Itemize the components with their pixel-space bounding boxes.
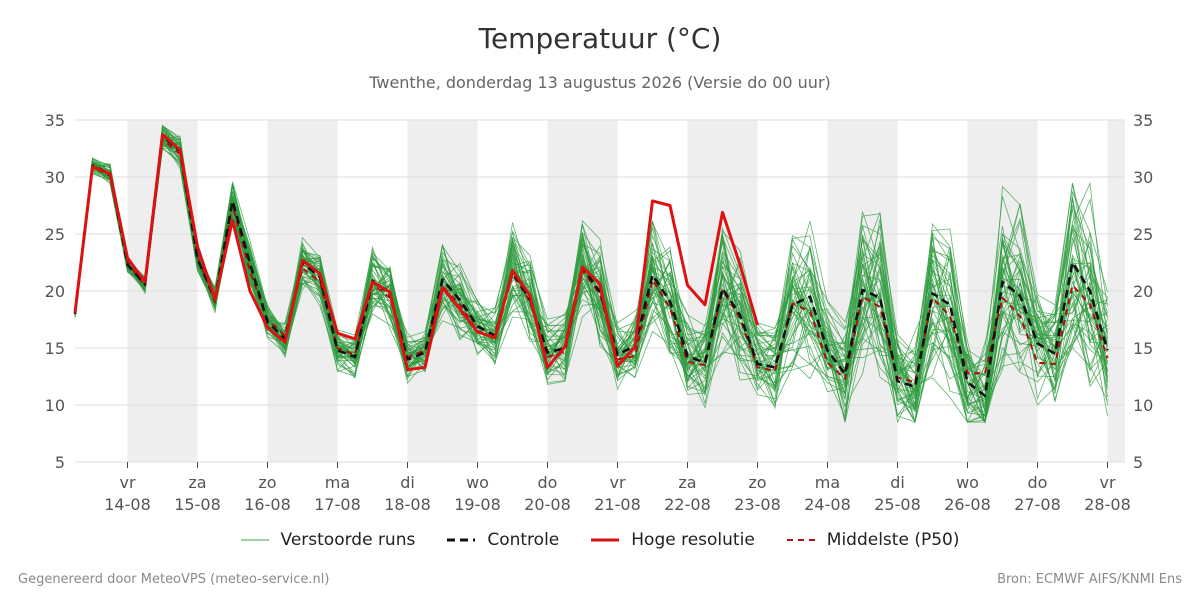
x-tick-date: 25-08 xyxy=(874,495,921,514)
x-tick-day: wo xyxy=(956,473,979,492)
x-tick-day: za xyxy=(678,473,696,492)
x-tick-date: 16-08 xyxy=(244,495,291,514)
x-tick-date: 19-08 xyxy=(454,495,501,514)
legend-label: Middelste (P50) xyxy=(826,530,960,550)
ensemble-member-line xyxy=(74,138,1108,412)
legend-swatch-dashed-line xyxy=(786,539,815,541)
legend-label: Hoge resolutie xyxy=(631,530,755,550)
y-tick-label-left: 30 xyxy=(45,168,65,187)
ensemble-member-line xyxy=(74,124,1108,400)
y-tick-label-right: 10 xyxy=(1133,396,1153,415)
y-tick-label-left: 5 xyxy=(55,453,65,472)
ensemble-member-line xyxy=(74,143,1108,417)
x-tick-date: 24-08 xyxy=(804,495,851,514)
footer-generator: Gegenereerd door MeteoVPS (meteo-service… xyxy=(18,572,330,587)
series-p50-line xyxy=(74,138,1109,384)
legend-item-controle[interactable]: Controle xyxy=(447,530,559,550)
x-tick-day: do xyxy=(1028,473,1048,492)
ensemble-member-line xyxy=(74,130,1108,401)
x-tick-day: ma xyxy=(815,473,840,492)
ensemble-member-line xyxy=(74,140,1108,423)
ensemble-member-line xyxy=(74,147,1108,414)
legend-label: Verstoorde runs xyxy=(280,530,416,550)
y-tick-label-left: 35 xyxy=(45,111,65,130)
x-tick-date: 22-08 xyxy=(664,495,711,514)
y-tick-label-right: 15 xyxy=(1133,339,1153,358)
x-tick-date: 23-08 xyxy=(734,495,781,514)
x-tick-date: 20-08 xyxy=(524,495,571,514)
x-tick-date: 14-08 xyxy=(104,495,151,514)
chart-legend: Verstoorde runs Controle Hoge resolutie … xyxy=(0,530,1200,550)
x-tick-day: zo xyxy=(748,473,766,492)
x-tick-date: 18-08 xyxy=(384,495,431,514)
legend-swatch-solid-line xyxy=(591,538,620,542)
chart-subtitle: Twenthe, donderdag 13 augustus 2026 (Ver… xyxy=(369,73,831,92)
x-tick-day: di xyxy=(400,473,415,492)
chart-title: Temperatuur (°C) xyxy=(478,22,722,55)
y-tick-label-right: 25 xyxy=(1133,225,1153,244)
legend-label: Controle xyxy=(487,530,560,550)
x-tick-day: ma xyxy=(325,473,350,492)
legend-swatch-thin-line xyxy=(240,539,269,541)
legend-item-hoge-resolutie[interactable]: Hoge resolutie xyxy=(591,530,755,550)
x-tick-day: vr xyxy=(609,473,625,492)
x-tick-date: 26-08 xyxy=(944,495,991,514)
x-tick-date: 21-08 xyxy=(594,495,641,514)
x-tick-date: 15-08 xyxy=(174,495,221,514)
x-tick-day: za xyxy=(188,473,206,492)
y-tick-label-right: 30 xyxy=(1133,168,1153,187)
series-controle-line xyxy=(73,134,1109,398)
y-tick-label-right: 5 xyxy=(1133,453,1143,472)
x-tick-day: vr xyxy=(119,473,135,492)
y-tick-label-left: 15 xyxy=(45,339,65,358)
footer-source: Bron: ECMWF AIFS/KNMI Ens xyxy=(997,572,1182,587)
legend-swatch-dashed-line xyxy=(447,538,476,542)
x-tick-day: do xyxy=(538,473,558,492)
legend-item-middelste-p50[interactable]: Middelste (P50) xyxy=(786,530,960,550)
x-tick-date: 28-08 xyxy=(1084,495,1131,514)
legend-item-verstoorde-runs[interactable]: Verstoorde runs xyxy=(240,530,416,550)
x-tick-day: zo xyxy=(258,473,276,492)
x-tick-day: di xyxy=(890,473,905,492)
y-tick-label-right: 20 xyxy=(1133,282,1153,301)
x-tick-day: vr xyxy=(1099,473,1115,492)
x-tick-day: wo xyxy=(466,473,489,492)
y-tick-label-left: 25 xyxy=(45,225,65,244)
x-tick-date: 17-08 xyxy=(314,495,361,514)
x-tick-date: 27-08 xyxy=(1014,495,1061,514)
series-hoge-resolutie-line xyxy=(73,133,759,372)
y-tick-label-right: 35 xyxy=(1133,111,1153,130)
ensemble-member-line xyxy=(74,125,1108,393)
ensemble-member-line xyxy=(74,143,1108,424)
y-tick-label-left: 10 xyxy=(45,396,65,415)
y-tick-label-left: 20 xyxy=(45,282,65,301)
